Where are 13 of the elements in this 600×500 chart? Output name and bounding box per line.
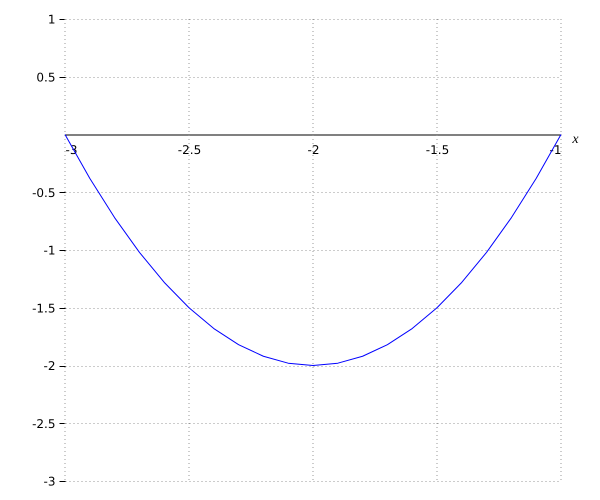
x-axis-title: x (571, 132, 580, 147)
y-tick-label: -3 (44, 474, 56, 488)
y-tick-label: -2.5 (32, 416, 56, 431)
x-tick-label: -2 (308, 143, 320, 157)
y-tick-label: -0.5 (32, 186, 56, 200)
x-tick-label: -2.5 (178, 143, 202, 157)
y-tick-label: -1 (44, 244, 56, 258)
line-series (64, 134, 562, 366)
x-tick-label: -1.5 (426, 143, 450, 157)
y-tick-label: -2 (44, 359, 56, 373)
y-tick-label: -1.5 (32, 301, 56, 316)
y-tick-label: 1 (48, 12, 56, 26)
y-tick-label: 0.5 (36, 70, 56, 84)
